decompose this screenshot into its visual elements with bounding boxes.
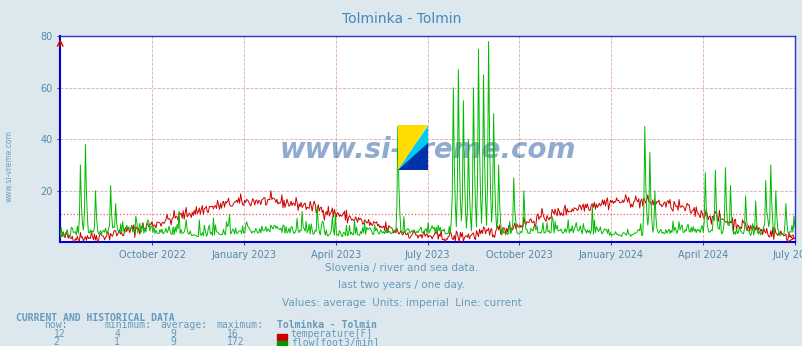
Text: 16: 16 [226, 329, 238, 339]
Text: 9: 9 [170, 337, 176, 346]
Text: Tolminka - Tolmin: Tolminka - Tolmin [342, 12, 460, 26]
Text: average:: average: [160, 320, 208, 330]
Text: 172: 172 [226, 337, 244, 346]
Polygon shape [397, 143, 427, 170]
Text: www.si-vreme.com: www.si-vreme.com [279, 136, 575, 164]
Text: temperature[F]: temperature[F] [290, 329, 372, 339]
Text: 9: 9 [170, 329, 176, 339]
Text: Values: average  Units: imperial  Line: current: Values: average Units: imperial Line: cu… [282, 298, 520, 308]
Text: www.si-vreme.com: www.si-vreme.com [5, 130, 14, 202]
Text: 2: 2 [54, 337, 59, 346]
Text: Tolminka - Tolmin: Tolminka - Tolmin [277, 320, 376, 330]
Text: flow[foot3/min]: flow[foot3/min] [290, 337, 379, 346]
Text: 1: 1 [114, 337, 119, 346]
Polygon shape [397, 125, 427, 170]
Text: CURRENT AND HISTORICAL DATA: CURRENT AND HISTORICAL DATA [16, 313, 175, 322]
Text: minimum:: minimum: [104, 320, 152, 330]
Text: Slovenia / river and sea data.: Slovenia / river and sea data. [325, 263, 477, 273]
Text: last two years / one day.: last two years / one day. [338, 281, 464, 290]
Text: maximum:: maximum: [217, 320, 264, 330]
Text: now:: now: [44, 320, 67, 330]
Text: 12: 12 [54, 329, 66, 339]
Text: 4: 4 [114, 329, 119, 339]
Polygon shape [397, 125, 427, 170]
